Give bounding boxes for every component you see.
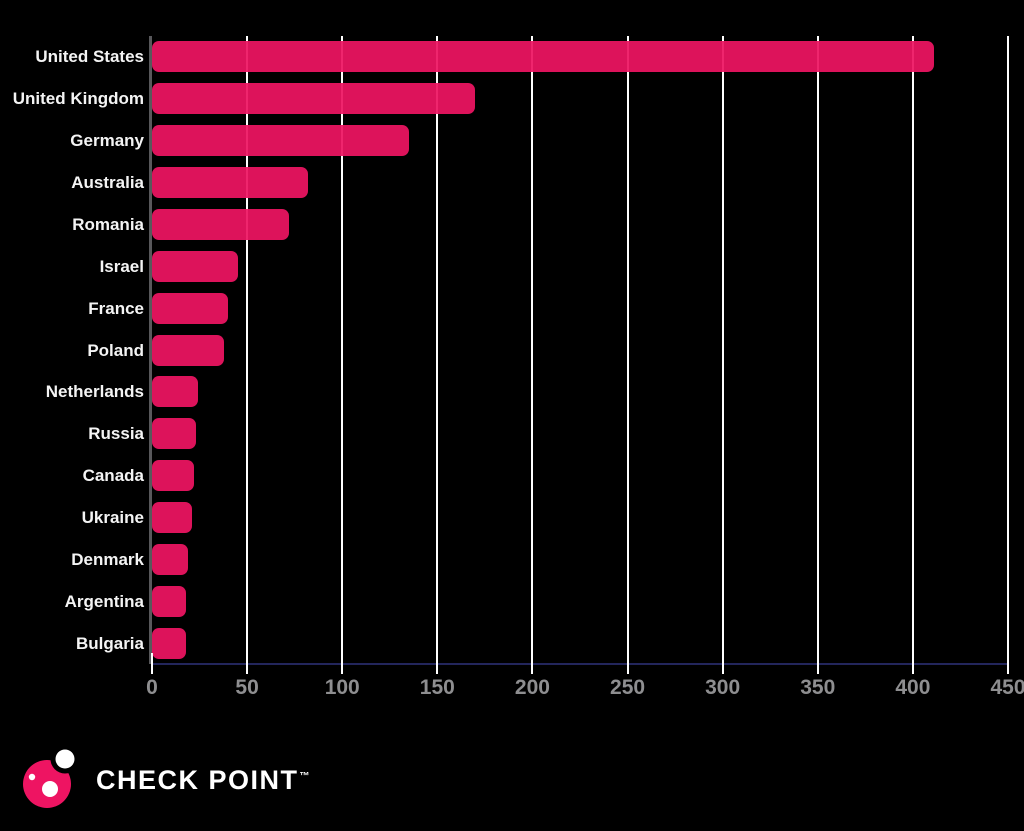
- x-tick-label-350: 350: [800, 676, 836, 699]
- category-label-germany: Germany: [70, 131, 144, 151]
- gridline-x-350: [816, 36, 819, 664]
- category-label-ukraine: Ukraine: [81, 507, 144, 527]
- x-tick-label-0: 0: [146, 676, 158, 699]
- bar-poland: [152, 334, 225, 366]
- bar-germany: [152, 125, 409, 157]
- category-label-united-states: United States: [35, 47, 144, 67]
- bar-israel: [152, 250, 238, 282]
- gridline-x-450: [1007, 36, 1009, 664]
- x-tick-50: [246, 653, 249, 674]
- category-label-denmark: Denmark: [71, 549, 144, 569]
- x-tick-350: [816, 653, 819, 674]
- category-label-argentina: Argentina: [64, 591, 144, 611]
- checkpoint-logo: CHECK POINT™: [20, 745, 310, 811]
- gridline-x-150: [436, 36, 439, 664]
- brand-name: CHECK POINT: [96, 764, 299, 795]
- bar-chart-plot-area: [149, 36, 1009, 674]
- bar-united-kingdom: [152, 83, 476, 115]
- category-label-bulgaria: Bulgaria: [75, 633, 144, 653]
- checkpoint-logo-icon: [23, 745, 80, 808]
- x-tick-100: [341, 653, 344, 674]
- bar-russia: [152, 418, 196, 450]
- gridline-x-50: [246, 36, 249, 664]
- category-label-poland: Poland: [87, 340, 144, 360]
- x-tick-label-100: 100: [324, 676, 360, 699]
- category-label-netherlands: Netherlands: [45, 382, 144, 402]
- bar-canada: [152, 460, 194, 492]
- x-tick-300: [721, 653, 724, 674]
- x-axis-tick-labels: 0 50 100 150 200 250 300 350 400 450: [146, 676, 1024, 706]
- x-axis-line: [152, 663, 1008, 665]
- bar-bulgaria: [152, 627, 187, 659]
- x-tick-label-200: 200: [514, 676, 550, 699]
- x-tick-450: [1007, 653, 1009, 674]
- bar-netherlands: [152, 376, 198, 408]
- bar-denmark: [152, 543, 189, 575]
- category-label-france: France: [88, 298, 144, 318]
- x-tick-250: [626, 653, 629, 674]
- x-tick-label-250: 250: [610, 676, 646, 699]
- x-tick-label-50: 50: [235, 676, 259, 699]
- gridline-x-100: [341, 36, 344, 664]
- brand-wordmark: CHECK POINT™: [96, 765, 310, 796]
- category-label-israel: Israel: [99, 256, 144, 276]
- trademark-symbol: ™: [299, 770, 310, 782]
- category-labels: United States United Kingdom Germany Austra…: [0, 36, 144, 664]
- y-axis-line: [149, 36, 152, 664]
- gridline-x-400: [911, 36, 914, 664]
- category-label-australia: Australia: [71, 173, 144, 193]
- bar-argentina: [152, 585, 187, 617]
- x-tick-0: [151, 653, 153, 674]
- category-label-united-kingdom: United Kingdom: [12, 89, 144, 109]
- category-label-canada: Canada: [82, 466, 144, 486]
- x-tick-200: [531, 653, 534, 674]
- x-tick-150: [436, 653, 439, 674]
- gridline-x-250: [626, 36, 629, 664]
- x-tick-label-150: 150: [419, 676, 455, 699]
- bar-united-states: [152, 41, 934, 73]
- category-label-russia: Russia: [88, 424, 144, 444]
- bar-australia: [152, 167, 308, 199]
- x-tick-label-300: 300: [705, 676, 741, 699]
- bar-romania: [152, 208, 289, 240]
- gridline-x-300: [721, 36, 724, 664]
- x-tick-label-400: 400: [895, 676, 931, 699]
- bar-france: [152, 292, 229, 324]
- category-label-romania: Romania: [72, 214, 144, 234]
- x-tick-400: [911, 653, 914, 674]
- gridline-x-200: [531, 36, 534, 664]
- x-tick-label-450: 450: [990, 676, 1024, 699]
- bar-ukraine: [152, 501, 192, 533]
